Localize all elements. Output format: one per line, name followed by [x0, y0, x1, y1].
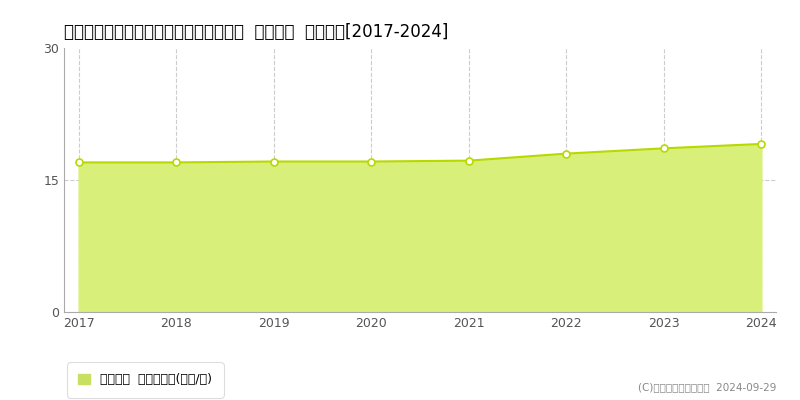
- Point: [170, 159, 182, 166]
- Text: 佐賀県鳥栖市弥生が丘６丁目１０４番外  基準地価  地価推移[2017-2024]: 佐賀県鳥栖市弥生が丘６丁目１０４番外 基準地価 地価推移[2017-2024]: [64, 23, 448, 41]
- Point: [658, 145, 670, 152]
- Point: [365, 158, 378, 165]
- Point: [72, 159, 85, 166]
- Point: [462, 158, 475, 164]
- Point: [560, 150, 573, 157]
- Text: (C)土地価格ドットコム  2024-09-29: (C)土地価格ドットコム 2024-09-29: [638, 382, 776, 392]
- Legend: 基準地価  平均坪単価(万円/坪): 基準地価 平均坪単価(万円/坪): [70, 366, 220, 394]
- Point: [755, 141, 768, 147]
- Point: [267, 158, 280, 165]
